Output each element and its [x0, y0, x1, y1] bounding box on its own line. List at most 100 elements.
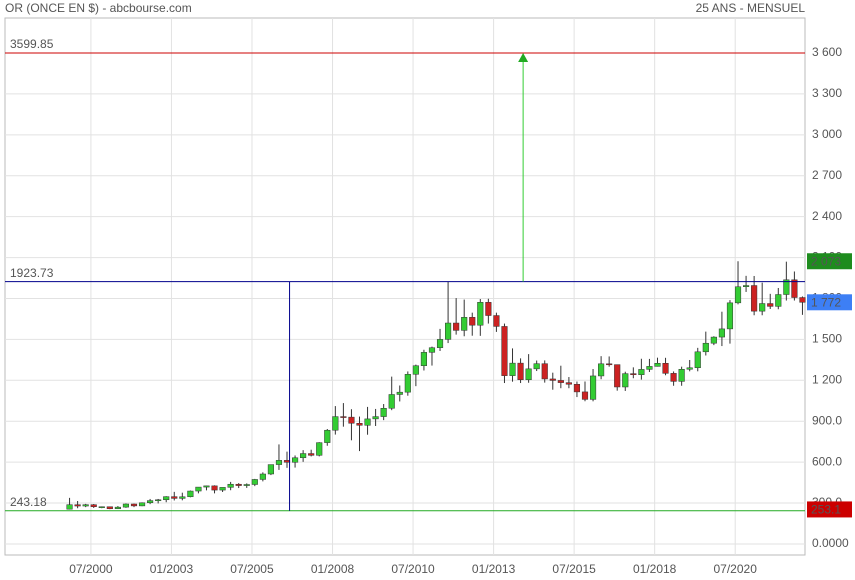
- candle-body: [300, 453, 307, 459]
- candle-body: [275, 460, 283, 465]
- candle-body: [622, 373, 629, 388]
- candle-body: [179, 496, 186, 499]
- candle-body: [356, 423, 363, 426]
- candle-body: [654, 363, 661, 367]
- candle-body: [759, 303, 766, 312]
- candle-body: [678, 369, 685, 382]
- level-label: 1923.73: [10, 266, 54, 280]
- candle-body: [259, 473, 266, 480]
- candle-body: [163, 496, 170, 501]
- candle-body: [364, 418, 371, 426]
- candle-body: [428, 347, 436, 353]
- candle-body: [316, 442, 323, 456]
- candle-body: [114, 506, 121, 510]
- candle-body: [324, 429, 331, 443]
- y-tick-label: 600.0: [812, 454, 842, 468]
- y-tick-label: 1 500: [812, 332, 842, 346]
- arrow-head: [518, 53, 529, 63]
- candle-body: [404, 374, 411, 393]
- y-tick-label: 900.0: [812, 413, 842, 427]
- candle-body: [509, 362, 516, 376]
- x-tick-label: 01/2008: [311, 562, 355, 576]
- y-tick-label: 3 300: [812, 86, 842, 100]
- y-tick-label: 2 700: [812, 168, 842, 182]
- price-badge: [807, 501, 852, 518]
- candle-body: [90, 504, 97, 507]
- candle-body: [251, 479, 258, 485]
- candle-body: [775, 294, 782, 307]
- candle-body: [308, 453, 315, 456]
- candle-body: [694, 351, 701, 369]
- candle-body: [783, 279, 790, 295]
- candle-body: [493, 315, 500, 327]
- candle-body: [533, 363, 540, 370]
- candle-body: [147, 500, 154, 504]
- price-badge: [807, 253, 852, 270]
- candle-body: [469, 317, 476, 326]
- candle-body: [686, 367, 693, 370]
- candle-body: [638, 369, 645, 375]
- candle-body: [106, 506, 113, 510]
- candle-body: [726, 302, 734, 330]
- candle-body: [74, 504, 81, 507]
- candle-body: [340, 416, 347, 418]
- price-badge-label: 253.1: [811, 503, 841, 517]
- candle-body: [291, 457, 299, 463]
- candle-body: [799, 297, 806, 303]
- candle-body: [372, 416, 379, 420]
- candle-body: [581, 391, 589, 400]
- candle-body: [630, 373, 637, 375]
- candle-body: [573, 384, 581, 393]
- candle-body: [235, 483, 242, 486]
- level-label: 243.18: [10, 495, 47, 509]
- candle-body: [589, 375, 597, 400]
- y-tick-label: 3 000: [812, 127, 842, 141]
- x-tick-label: 01/2013: [472, 562, 516, 576]
- candle-body: [388, 394, 395, 409]
- y-tick-label: 2 400: [812, 209, 842, 223]
- candle-body: [420, 352, 427, 366]
- price-badge-label: 1 772: [811, 295, 841, 309]
- y-tick-label: 0.0000: [812, 536, 849, 550]
- candle-body: [767, 303, 774, 307]
- candle-body: [219, 487, 226, 491]
- candle-body: [267, 464, 274, 475]
- candle-body: [155, 499, 162, 502]
- candle-body: [187, 490, 194, 498]
- candle-body: [743, 285, 750, 288]
- candle-body: [227, 483, 234, 488]
- candle-body: [734, 286, 742, 304]
- x-tick-label: 07/2010: [391, 562, 435, 576]
- x-tick-label: 07/2020: [714, 562, 758, 576]
- candle-body: [501, 326, 508, 376]
- candle-body: [517, 362, 524, 381]
- candle-body: [670, 373, 677, 382]
- candle-body: [525, 368, 532, 381]
- candle-body: [138, 502, 146, 507]
- candle-body: [203, 485, 210, 488]
- candle-body: [98, 506, 105, 508]
- candle-body: [122, 503, 130, 508]
- plot-frame: [4, 17, 806, 556]
- candle-body: [436, 339, 444, 348]
- x-tick-label: 01/2003: [150, 562, 194, 576]
- candle-body: [549, 378, 556, 381]
- candle-body: [598, 363, 605, 377]
- candle-body: [614, 364, 621, 388]
- candle-body: [243, 484, 250, 486]
- candle-body: [211, 485, 218, 491]
- x-tick-label: 01/2018: [633, 562, 677, 576]
- price-badge: [807, 294, 852, 311]
- x-tick-label: 07/2000: [69, 562, 113, 576]
- candle-body: [751, 285, 758, 312]
- candle-body: [171, 496, 178, 499]
- level-label: 3599.85: [10, 37, 54, 51]
- candle-body: [445, 322, 452, 340]
- candle-body: [485, 302, 492, 316]
- y-tick-label: 1 200: [812, 372, 842, 386]
- candle-body: [557, 380, 564, 383]
- candle-body: [791, 279, 798, 298]
- candle-body: [606, 363, 613, 366]
- candle-body: [412, 365, 419, 375]
